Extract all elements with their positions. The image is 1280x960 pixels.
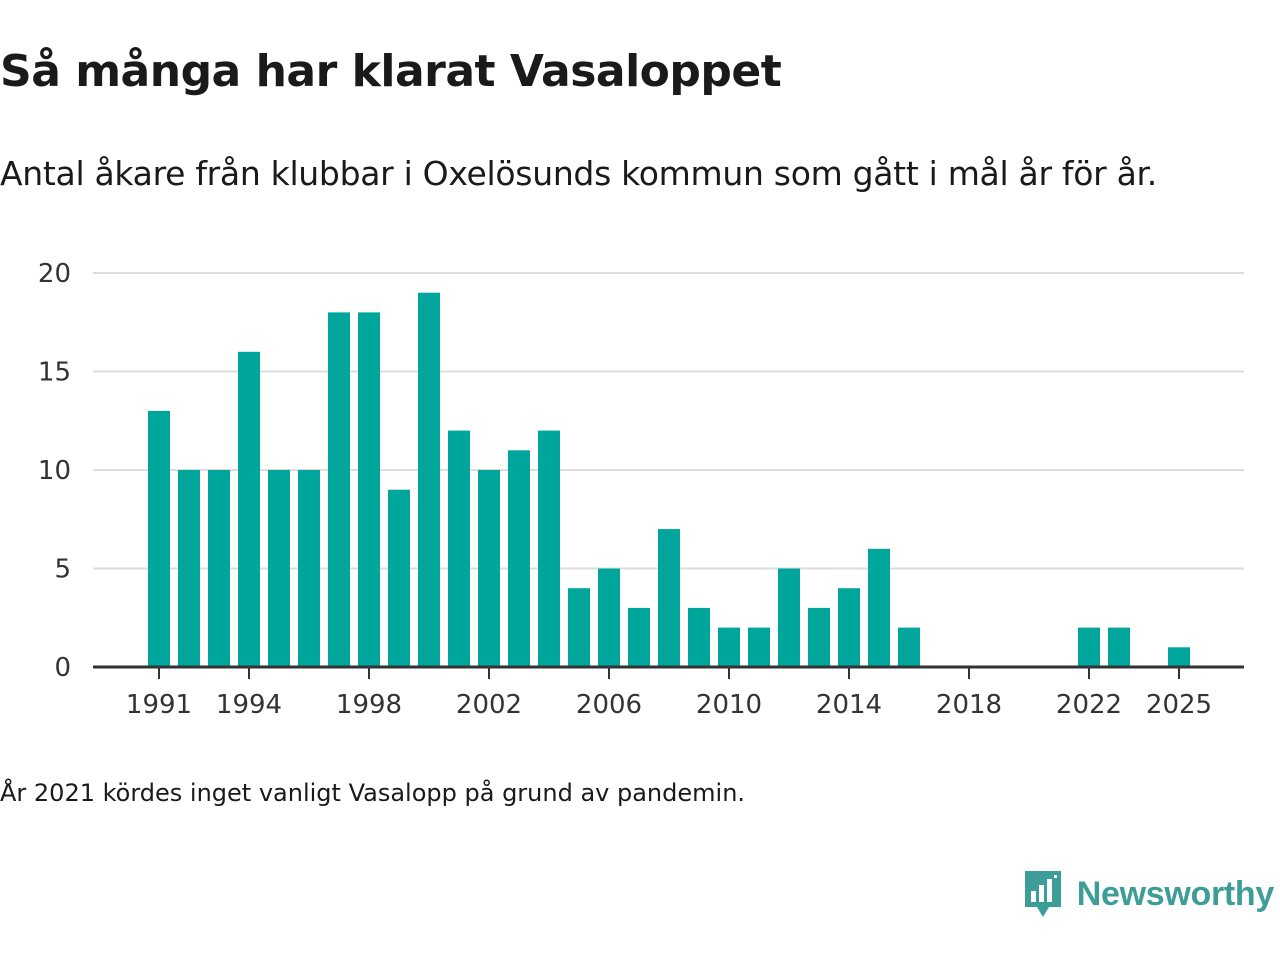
bar-1991 (148, 410, 170, 667)
y-tick-label-0: 0 (54, 653, 71, 683)
x-tick-label-2022: 2022 (1056, 690, 1122, 720)
bar-1995 (268, 470, 290, 667)
x-tick-label-2002: 2002 (456, 690, 522, 720)
bar-chart: 0 5 10 15 20 1991 1994 1998 2002 2006 2010 2014 2018… (38, 259, 1244, 720)
x-tick-label-1994: 1994 (216, 690, 282, 720)
gridlines (93, 272, 1244, 570)
x-tick-label-2025: 2025 (1146, 690, 1212, 720)
bar-2013 (808, 607, 830, 667)
bar-2014 (838, 588, 860, 667)
bar-1992 (178, 470, 200, 667)
newsworthy-logo-icon (1024, 871, 1061, 917)
x-tick-label-2018: 2018 (936, 690, 1002, 720)
x-tick-label-1991: 1991 (126, 690, 192, 720)
chart-subtitle: Antal åkare från klubbar i Oxelösunds ko… (0, 154, 1157, 193)
y-tick-label-10: 10 (38, 456, 71, 486)
bar-1993 (208, 470, 230, 667)
x-tick-label-2010: 2010 (696, 690, 762, 720)
y-tick-label-5: 5 (54, 555, 71, 585)
bar-2009 (688, 607, 710, 667)
bars (148, 292, 1190, 667)
bar-2023 (1108, 627, 1130, 667)
bar-2000 (418, 292, 440, 667)
brand-name: Newsworthy (1076, 874, 1275, 913)
bar-2004 (538, 430, 560, 667)
bar-2015 (868, 548, 890, 667)
x-tick-label-2014: 2014 (816, 690, 882, 720)
footnote: År 2021 kördes inget vanligt Vasalopp på… (0, 779, 746, 807)
bar-2022 (1078, 627, 1100, 667)
bar-1996 (298, 470, 320, 667)
brand-logo: Newsworthy (1023, 868, 1274, 920)
bar-2012 (778, 568, 800, 667)
bar-2001 (448, 430, 470, 667)
axes: 0 5 10 15 20 1991 1994 1998 2002 2006 2010 2014 2018… (38, 259, 1244, 720)
bar-1998 (358, 312, 380, 667)
bar-2010 (718, 627, 740, 667)
bar-2008 (658, 529, 680, 667)
bar-1999 (388, 489, 410, 667)
bar-2016 (898, 627, 920, 667)
y-tick-label-20: 20 (38, 259, 71, 289)
bar-2006 (598, 568, 620, 667)
y-tick-label-15: 15 (38, 358, 71, 388)
bar-1994 (238, 351, 260, 667)
x-tick-label-1998: 1998 (336, 690, 402, 720)
bar-2002 (478, 470, 500, 667)
x-tick-label-2006: 2006 (576, 690, 642, 720)
bar-1997 (328, 312, 350, 667)
bar-2011 (748, 627, 770, 667)
bar-2025 (1168, 647, 1190, 667)
bar-2003 (508, 450, 530, 667)
chart-title: Så många har klarat Vasaloppet (0, 46, 782, 97)
bar-2007 (628, 607, 650, 667)
bar-2005 (568, 588, 590, 667)
